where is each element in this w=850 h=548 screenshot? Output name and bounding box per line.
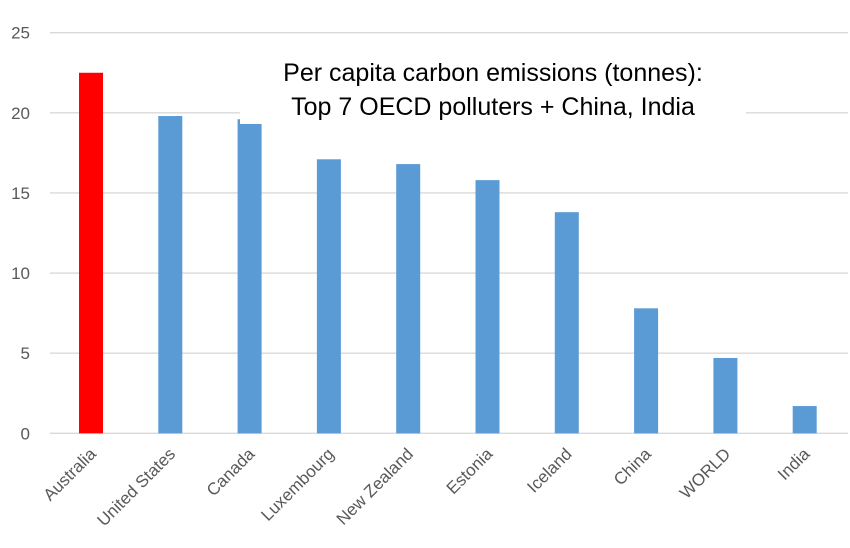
title-line-2: Top 7 OECD polluters + China, India: [291, 93, 695, 121]
bar-new-zealand: [396, 164, 421, 434]
x-tick-label: China: [610, 444, 655, 489]
x-tick-label: Australia: [40, 444, 101, 505]
bar-australia: [79, 72, 103, 434]
x-tick-label: United States: [94, 444, 180, 530]
x-tick-label: Luxembourg: [257, 444, 337, 524]
title-line-1: Per capita carbon emissions (tonnes):: [283, 59, 703, 87]
bar-estonia: [475, 180, 500, 434]
bar-iceland: [554, 212, 579, 434]
y-tick-label: 25: [11, 24, 30, 43]
y-tick-label: 0: [21, 424, 30, 443]
y-tick-label: 20: [11, 104, 30, 123]
chart-title: Per capita carbon emissions (tonnes): To…: [240, 56, 746, 124]
bar-canada: [237, 119, 262, 434]
x-tick-label: WORLD: [676, 444, 734, 502]
bar-world: [713, 357, 738, 434]
bar-luxembourg: [316, 159, 341, 434]
bar-china: [634, 308, 659, 434]
y-tick-label: 10: [11, 264, 30, 283]
y-tick-label: 5: [21, 344, 30, 363]
bar-united-states: [158, 116, 183, 434]
x-tick-label: India: [774, 444, 814, 484]
x-tick-label: Canada: [203, 444, 259, 500]
y-tick-label: 15: [11, 184, 30, 203]
x-tick-label: New Zealand: [333, 444, 417, 528]
bar-india: [792, 406, 817, 434]
x-tick-label: Estonia: [443, 444, 497, 498]
x-tick-label: Iceland: [523, 444, 575, 496]
